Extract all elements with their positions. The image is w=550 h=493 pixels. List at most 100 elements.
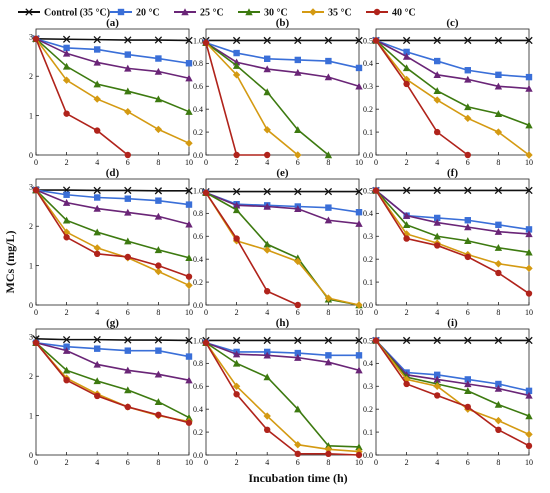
legend-label: 20 °C xyxy=(136,8,160,19)
series-line xyxy=(205,342,360,456)
data-point xyxy=(155,197,162,204)
data-point xyxy=(185,187,193,195)
series-line xyxy=(205,342,360,372)
y-tick-label: 1 xyxy=(29,411,33,420)
series-40C xyxy=(202,339,363,459)
data-point xyxy=(325,204,332,211)
y-tick-label: 3 xyxy=(29,33,33,42)
x-tick-label: 8 xyxy=(496,458,500,467)
data-point xyxy=(264,151,271,159)
series-line xyxy=(35,342,190,424)
data-point xyxy=(433,186,441,195)
data-point xyxy=(155,347,162,354)
data-point xyxy=(94,345,101,352)
data-point xyxy=(93,186,101,195)
data-point xyxy=(62,76,71,84)
data-point xyxy=(263,336,271,345)
data-point xyxy=(93,95,101,103)
data-point xyxy=(263,65,271,73)
chart-panel-c: (c) 0.0 0.1 0.2 0.3 0.4 0.5 0 2 4 6 8 10 xyxy=(363,17,533,167)
data-point xyxy=(263,240,271,248)
plot-frame xyxy=(35,178,190,306)
data-point xyxy=(124,386,132,394)
x-tick-label: 6 xyxy=(296,158,300,167)
data-point xyxy=(355,209,363,216)
data-point xyxy=(403,80,410,88)
chart-panel-f: (f) 0.0 0.1 0.2 0.3 0.4 0.5 0 2 4 6 8 10 xyxy=(363,167,533,317)
legend-item: 25 °C xyxy=(174,8,224,19)
series-25C xyxy=(32,35,193,82)
data-point xyxy=(324,73,333,81)
y-tick-label: 0 xyxy=(29,451,33,460)
data-point xyxy=(402,186,411,195)
series-line xyxy=(35,38,190,113)
legend-item: 30 °C xyxy=(238,8,288,19)
y-tick-label: 0.0 xyxy=(193,151,203,160)
data-point xyxy=(154,370,163,378)
series-line xyxy=(375,190,530,295)
x-tick-label: 10 xyxy=(185,308,193,317)
plot-frame xyxy=(35,328,190,456)
data-point xyxy=(263,187,271,196)
data-point xyxy=(434,371,441,379)
data-point xyxy=(434,392,441,399)
chart-panel-d: (d) 0 1 2 3 0 2 4 6 8 10 xyxy=(29,167,193,317)
y-tick-label: 0.2 xyxy=(363,255,373,264)
data-point xyxy=(464,114,472,123)
data-point xyxy=(154,36,163,44)
series-line xyxy=(35,342,190,423)
series-35C xyxy=(202,339,363,456)
data-point xyxy=(154,398,163,406)
series-control xyxy=(372,186,533,195)
series-20C xyxy=(32,339,193,360)
y-tick-label: 0.6 xyxy=(193,382,203,391)
data-point xyxy=(185,336,193,345)
y-tick-label: 0.5 xyxy=(363,36,373,45)
x-tick-label: 10 xyxy=(525,308,533,317)
data-point xyxy=(494,186,503,195)
data-point xyxy=(294,257,302,266)
legend: Control (35 °C) 20 °C 25 °C 30 °C 35 °C 40 °C xyxy=(18,8,416,19)
plot-frame xyxy=(375,328,530,456)
data-point xyxy=(433,71,441,79)
x-tick-label: 10 xyxy=(525,158,533,167)
data-point xyxy=(263,88,271,96)
data-point xyxy=(93,58,101,66)
data-point xyxy=(124,107,132,116)
series-line xyxy=(35,338,190,342)
series-line xyxy=(205,341,359,357)
series-30C xyxy=(32,35,193,115)
data-point xyxy=(525,226,533,233)
data-point xyxy=(294,187,302,196)
data-point xyxy=(294,36,302,45)
data-point xyxy=(324,216,333,224)
series-40C xyxy=(32,35,131,159)
data-point xyxy=(494,36,503,45)
data-point xyxy=(124,336,132,344)
panel-label: (i) xyxy=(447,317,458,329)
data-point xyxy=(355,219,363,227)
series-line xyxy=(375,189,530,235)
series-40C xyxy=(32,186,193,280)
series-35C xyxy=(202,189,363,309)
data-point xyxy=(324,294,333,302)
x-tick-label: 10 xyxy=(525,458,533,467)
data-point xyxy=(525,36,533,45)
series-line xyxy=(375,189,530,270)
data-point xyxy=(355,366,363,374)
plot-frame xyxy=(205,328,360,456)
x-tick-label: 10 xyxy=(355,458,363,467)
series-control xyxy=(202,336,363,345)
legend-marker xyxy=(181,8,189,16)
data-point xyxy=(494,227,503,235)
chart-panel-g: (g) 0 1 2 3 0 2 4 6 8 10 xyxy=(29,317,193,467)
data-point xyxy=(294,151,302,159)
series-20C xyxy=(372,187,533,233)
data-point xyxy=(62,35,71,43)
series-25C xyxy=(372,336,533,399)
data-point xyxy=(402,64,411,72)
chart-panel-b: (b) 0.0 0.2 0.4 0.6 0.8 1.0 0 2 4 6 8 10 xyxy=(193,17,363,167)
series-line xyxy=(205,192,299,306)
panel-label: (g) xyxy=(106,317,119,329)
